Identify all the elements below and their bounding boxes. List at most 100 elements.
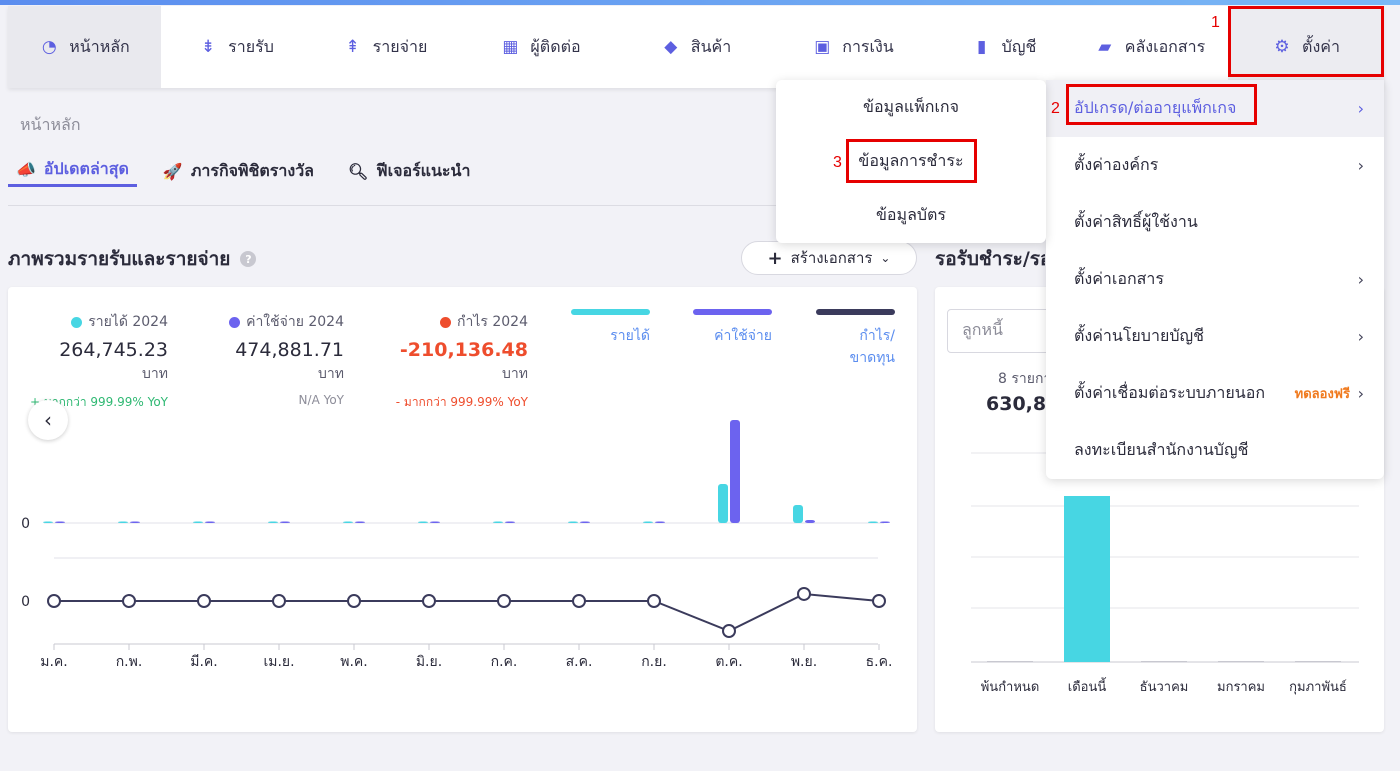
chart-prev-button[interactable]: ‹ (28, 400, 68, 440)
profit-point (347, 594, 361, 608)
profit-stat: กำไร 2024 -210,136.48 บาท - มากกว่า 999.… (378, 311, 528, 412)
ar-x-label: มกราคม (1217, 680, 1265, 695)
income-bar (43, 521, 53, 523)
legend-expense: ค่าใช้จ่าย (693, 309, 772, 347)
chevron-right-icon: › (1357, 384, 1364, 403)
nav-home-label: หน้าหลัก (69, 36, 130, 56)
settings-menu: อัปเกรด/ต่ออายุแพ็กเกจ › ตั้งค่าองค์กร ›… (1046, 80, 1384, 479)
plus-icon: + (767, 247, 783, 269)
expense-bar (805, 520, 815, 523)
tab-missions[interactable]: 🚀 ภารกิจพิชิตรางวัล (155, 155, 322, 187)
ar-bar (1218, 661, 1264, 662)
nav-contacts[interactable]: ▦ ผู้ติดต่อ (459, 6, 622, 88)
create-document-button[interactable]: + สร้างเอกสาร ⌄ (741, 241, 917, 275)
overview-card: รายได้ 2024 264,745.23 บาท + มากกว่า 999… (8, 287, 917, 732)
receivables-amount: 630,85 (986, 393, 1060, 415)
income-bar (118, 521, 128, 523)
expense-bar (280, 521, 290, 523)
help-icon[interactable]: ? (240, 251, 257, 267)
submenu-package-info[interactable]: ข้อมูลแพ็กเกจ (863, 96, 959, 116)
legend-profit: กำไร/ขาดทุน (816, 309, 895, 369)
chevron-right-icon: › (1357, 327, 1364, 346)
x-tick-label: มี.ค. (190, 654, 218, 670)
legend-profit-label: กำไร/ขาดทุน (849, 328, 895, 366)
nav-expense[interactable]: ⇞ รายจ่าย (311, 6, 459, 88)
income-bar (493, 521, 503, 523)
menu-accounting-policy[interactable]: ตั้งค่านโยบายบัญชี › (1046, 308, 1384, 365)
expense-bar (55, 521, 65, 523)
menu-upgrade-package-label: อัปเกรด/ต่ออายุแพ็กเกจ (1074, 98, 1237, 117)
building-icon: ▦ (502, 37, 519, 57)
nav-home[interactable]: ◔ หน้าหลัก (8, 6, 161, 88)
free-trial-badge: ทดลองฟรี (1294, 387, 1350, 402)
income-bar (793, 505, 803, 523)
menu-register-accounting-firm[interactable]: ลงทะเบียนสำนักงานบัญชี (1046, 422, 1384, 479)
ar-bar (1141, 661, 1187, 662)
expense-stat-change: N/A YoY (298, 393, 344, 407)
menu-integrations[interactable]: ตั้งค่าเชื่อมต่อระบบภายนอก ทดลองฟรี › (1046, 365, 1384, 422)
annotation-box-payment (846, 139, 977, 183)
expense-bar (205, 521, 215, 523)
section-divider (8, 205, 1384, 206)
overview-title: ภาพรวมรายรับและรายจ่าย ? (8, 244, 257, 274)
income-bar (418, 521, 428, 523)
expense-stat: ค่าใช้จ่าย 2024 474,881.71 บาท N/A YoY (204, 311, 344, 407)
annotation-marker-3: 3 (833, 154, 842, 171)
box-icon: ◆ (664, 37, 678, 57)
profit-point (797, 586, 811, 601)
ar-x-label: เดือนนี้ (1068, 677, 1107, 695)
chevron-right-icon: › (1357, 270, 1364, 289)
x-tick-label: พ.ค. (340, 654, 368, 670)
menu-organization-settings[interactable]: ตั้งค่าองค์กร › (1046, 137, 1384, 194)
nav-income[interactable]: ⇟ รายรับ (161, 6, 311, 88)
chevron-left-icon: ‹ (44, 408, 52, 432)
annotation-box-settings (1228, 6, 1384, 77)
nav-documents[interactable]: ▰ คลังเอกสาร (1072, 6, 1228, 88)
expense-bar (730, 420, 740, 523)
annotation-marker-2: 2 (1051, 100, 1060, 117)
ar-x-label: ธันวาคม (1140, 680, 1189, 695)
menu-register-accounting-firm-label: ลงทะเบียนสำนักงานบัญชี (1074, 440, 1249, 459)
income-icon: ⇟ (201, 37, 216, 57)
search-icon: 🔍︎ (347, 161, 369, 181)
submenu-card-info[interactable]: ข้อมูลบัตร (875, 204, 947, 224)
menu-user-permissions[interactable]: ตั้งค่าสิทธิ์ผู้ใช้งาน (1046, 194, 1384, 251)
folder-icon: ▰ (1098, 37, 1112, 57)
receivables-chart: พ้นกำหนด เดือนนี้ ธันวาคม มกราคม กุมภาพันธ์ (971, 452, 1359, 695)
menu-accounting-policy-label: ตั้งค่านโยบายบัญชี (1074, 326, 1204, 345)
legend-profit-swatch (816, 309, 895, 315)
receivables-filter-select[interactable]: ลูกหนี้ (947, 309, 1057, 353)
menu-document-settings-label: ตั้งค่าเอกสาร (1074, 269, 1164, 288)
tab-featured[interactable]: 🔍︎ ฟีเจอร์แนะนำ (340, 155, 478, 187)
chart-pie-icon: ◔ (41, 37, 57, 57)
tab-latest-updates[interactable]: 📣 อัปเดตล่าสุด (8, 155, 137, 187)
expense-stat-label: ค่าใช้จ่าย 2024 (246, 314, 344, 330)
receivables-title: รอรับชำระ/รอ (935, 248, 1045, 270)
menu-upgrade-package[interactable]: อัปเกรด/ต่ออายุแพ็กเกจ › (1046, 80, 1384, 137)
nav-products[interactable]: ◆ สินค้า (622, 6, 770, 88)
x-tick-label: ม.ค. (40, 654, 68, 670)
nav-expense-label: รายจ่าย (372, 36, 428, 56)
overview-title-text: ภาพรวมรายรับและรายจ่าย (8, 248, 231, 270)
x-tick-label: ธ.ค. (866, 654, 893, 670)
profit-point (497, 594, 511, 608)
expense-bar (505, 521, 515, 523)
create-document-label: สร้างเอกสาร (790, 249, 873, 267)
nav-finance[interactable]: ▣ การเงิน (770, 6, 936, 88)
ar-bar (1064, 496, 1110, 662)
menu-document-settings[interactable]: ตั้งค่าเอกสาร › (1046, 251, 1384, 308)
income-bar (568, 521, 578, 523)
nav-accounting[interactable]: ▮ บัญชี (936, 6, 1072, 88)
submenu-payment-info[interactable]: ข้อมูลการชำระ (858, 150, 964, 170)
income-bar (643, 521, 653, 523)
gear-icon: ⚙ (1274, 37, 1290, 57)
x-tick-label: ก.ย. (641, 654, 667, 670)
bar-y-tick: 0 (21, 516, 30, 532)
expense-bar (430, 521, 440, 523)
nav-finance-label: การเงิน (842, 36, 894, 56)
legend-income-swatch (571, 309, 650, 315)
profit-point (197, 594, 211, 608)
chevron-down-icon: ⌄ (880, 251, 891, 265)
line-y-tick: 0 (21, 594, 30, 610)
income-expense-chart: 0 0 ม.ค. ก.พ. มี.ค. เม.ย. พ.ค. มิ.ย. ก.ค. ส.ค. ก.ย… (21, 420, 893, 670)
